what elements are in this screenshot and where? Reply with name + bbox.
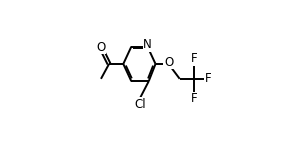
Text: O: O (164, 56, 173, 69)
Text: F: F (205, 72, 212, 85)
Text: O: O (96, 41, 106, 54)
Text: N: N (143, 38, 152, 51)
Text: Cl: Cl (134, 98, 146, 111)
Text: F: F (191, 92, 197, 105)
Text: F: F (191, 52, 197, 66)
